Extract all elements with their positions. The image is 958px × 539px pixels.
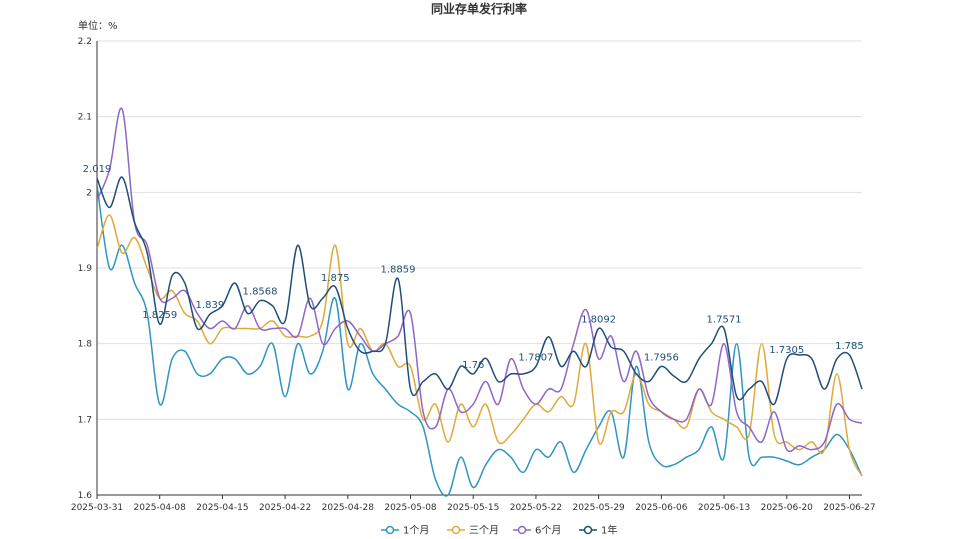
data-label: 1.8092 [581, 315, 616, 326]
x-tick-label: 2025-04-08 [134, 503, 187, 513]
x-tick-label: 2025-06-20 [761, 503, 814, 513]
legend-marker [451, 525, 461, 535]
x-tick-label: 2025-04-22 [259, 503, 311, 513]
axes [96, 41, 862, 499]
series-line-1 [97, 184, 863, 497]
data-label: 1.7956 [644, 352, 679, 363]
data-label: 2.019 [83, 164, 112, 175]
legend-item-1[interactable]: 1个月 [381, 525, 429, 537]
x-tick-label: 2025-06-13 [698, 503, 750, 513]
legend-marker [385, 525, 395, 535]
x-tick-label: 2025-04-28 [322, 503, 375, 513]
x-tick-label: 2025-05-22 [510, 503, 562, 513]
unit-label: 单位：% [78, 19, 118, 32]
y-tick-label: 2 [86, 188, 92, 198]
data-label: 1.76 [462, 360, 484, 371]
legend-label: 1个月 [403, 525, 429, 537]
legend-label: 6个月 [535, 525, 561, 537]
y-tick-labels: 1.6 1.7 1.8 1.9 2 2.1 2.2 [78, 37, 93, 501]
data-label: 1.8859 [380, 265, 415, 276]
x-tick-label: 2025-06-06 [635, 503, 688, 513]
x-tick-label: 2025-05-08 [384, 503, 437, 513]
data-label: 1.785 [835, 341, 864, 352]
data-label: 1.7571 [707, 315, 742, 326]
series-lines [97, 107, 863, 497]
data-labels: 2.019 1.8259 1.839 1.8568 1.875 1.8859 1.76 1.7… [83, 164, 864, 371]
x-tick-label: 2025-05-15 [447, 503, 499, 513]
legend-label: 三个月 [469, 525, 499, 537]
legend-marker [583, 525, 593, 535]
grid-lines [97, 40, 862, 420]
series-line-3 [97, 107, 863, 453]
y-tick-label: 1.7 [78, 415, 92, 425]
data-label: 1.839 [196, 300, 225, 311]
data-label: 1.875 [321, 273, 350, 284]
y-tick-label: 2.1 [78, 113, 92, 123]
x-tick-label: 2025-04-15 [196, 503, 248, 513]
series-line-2 [97, 214, 863, 477]
legend-item-2[interactable]: 三个月 [447, 525, 499, 537]
y-tick-label: 1.6 [78, 491, 93, 501]
x-tick-label: 2025-03-31 [71, 503, 123, 513]
x-tick-label: 2025-05-29 [572, 503, 625, 513]
data-label: 1.7807 [518, 352, 553, 363]
y-tick-label: 2.2 [78, 37, 92, 47]
legend[interactable]: 1个月 三个月 6个月 1年 [381, 524, 617, 537]
data-label: 1.8259 [142, 310, 177, 321]
data-label: 1.8568 [243, 287, 278, 298]
y-tick-label: 1.9 [78, 264, 93, 274]
x-tick-label: 2025-06-27 [823, 503, 875, 513]
series-line-4 [97, 176, 863, 406]
legend-label: 1年 [601, 524, 617, 537]
y-tick-label: 1.8 [78, 340, 93, 350]
legend-item-4[interactable]: 1年 [579, 524, 617, 537]
legend-item-3[interactable]: 6个月 [513, 525, 561, 537]
data-label: 1.7305 [769, 345, 804, 356]
x-tick-labels: 2025-03-31 2025-04-08 2025-04-15 2025-04-22… [71, 503, 876, 513]
chart-title: 同业存单发行利率 [431, 1, 527, 16]
legend-marker [517, 525, 527, 535]
